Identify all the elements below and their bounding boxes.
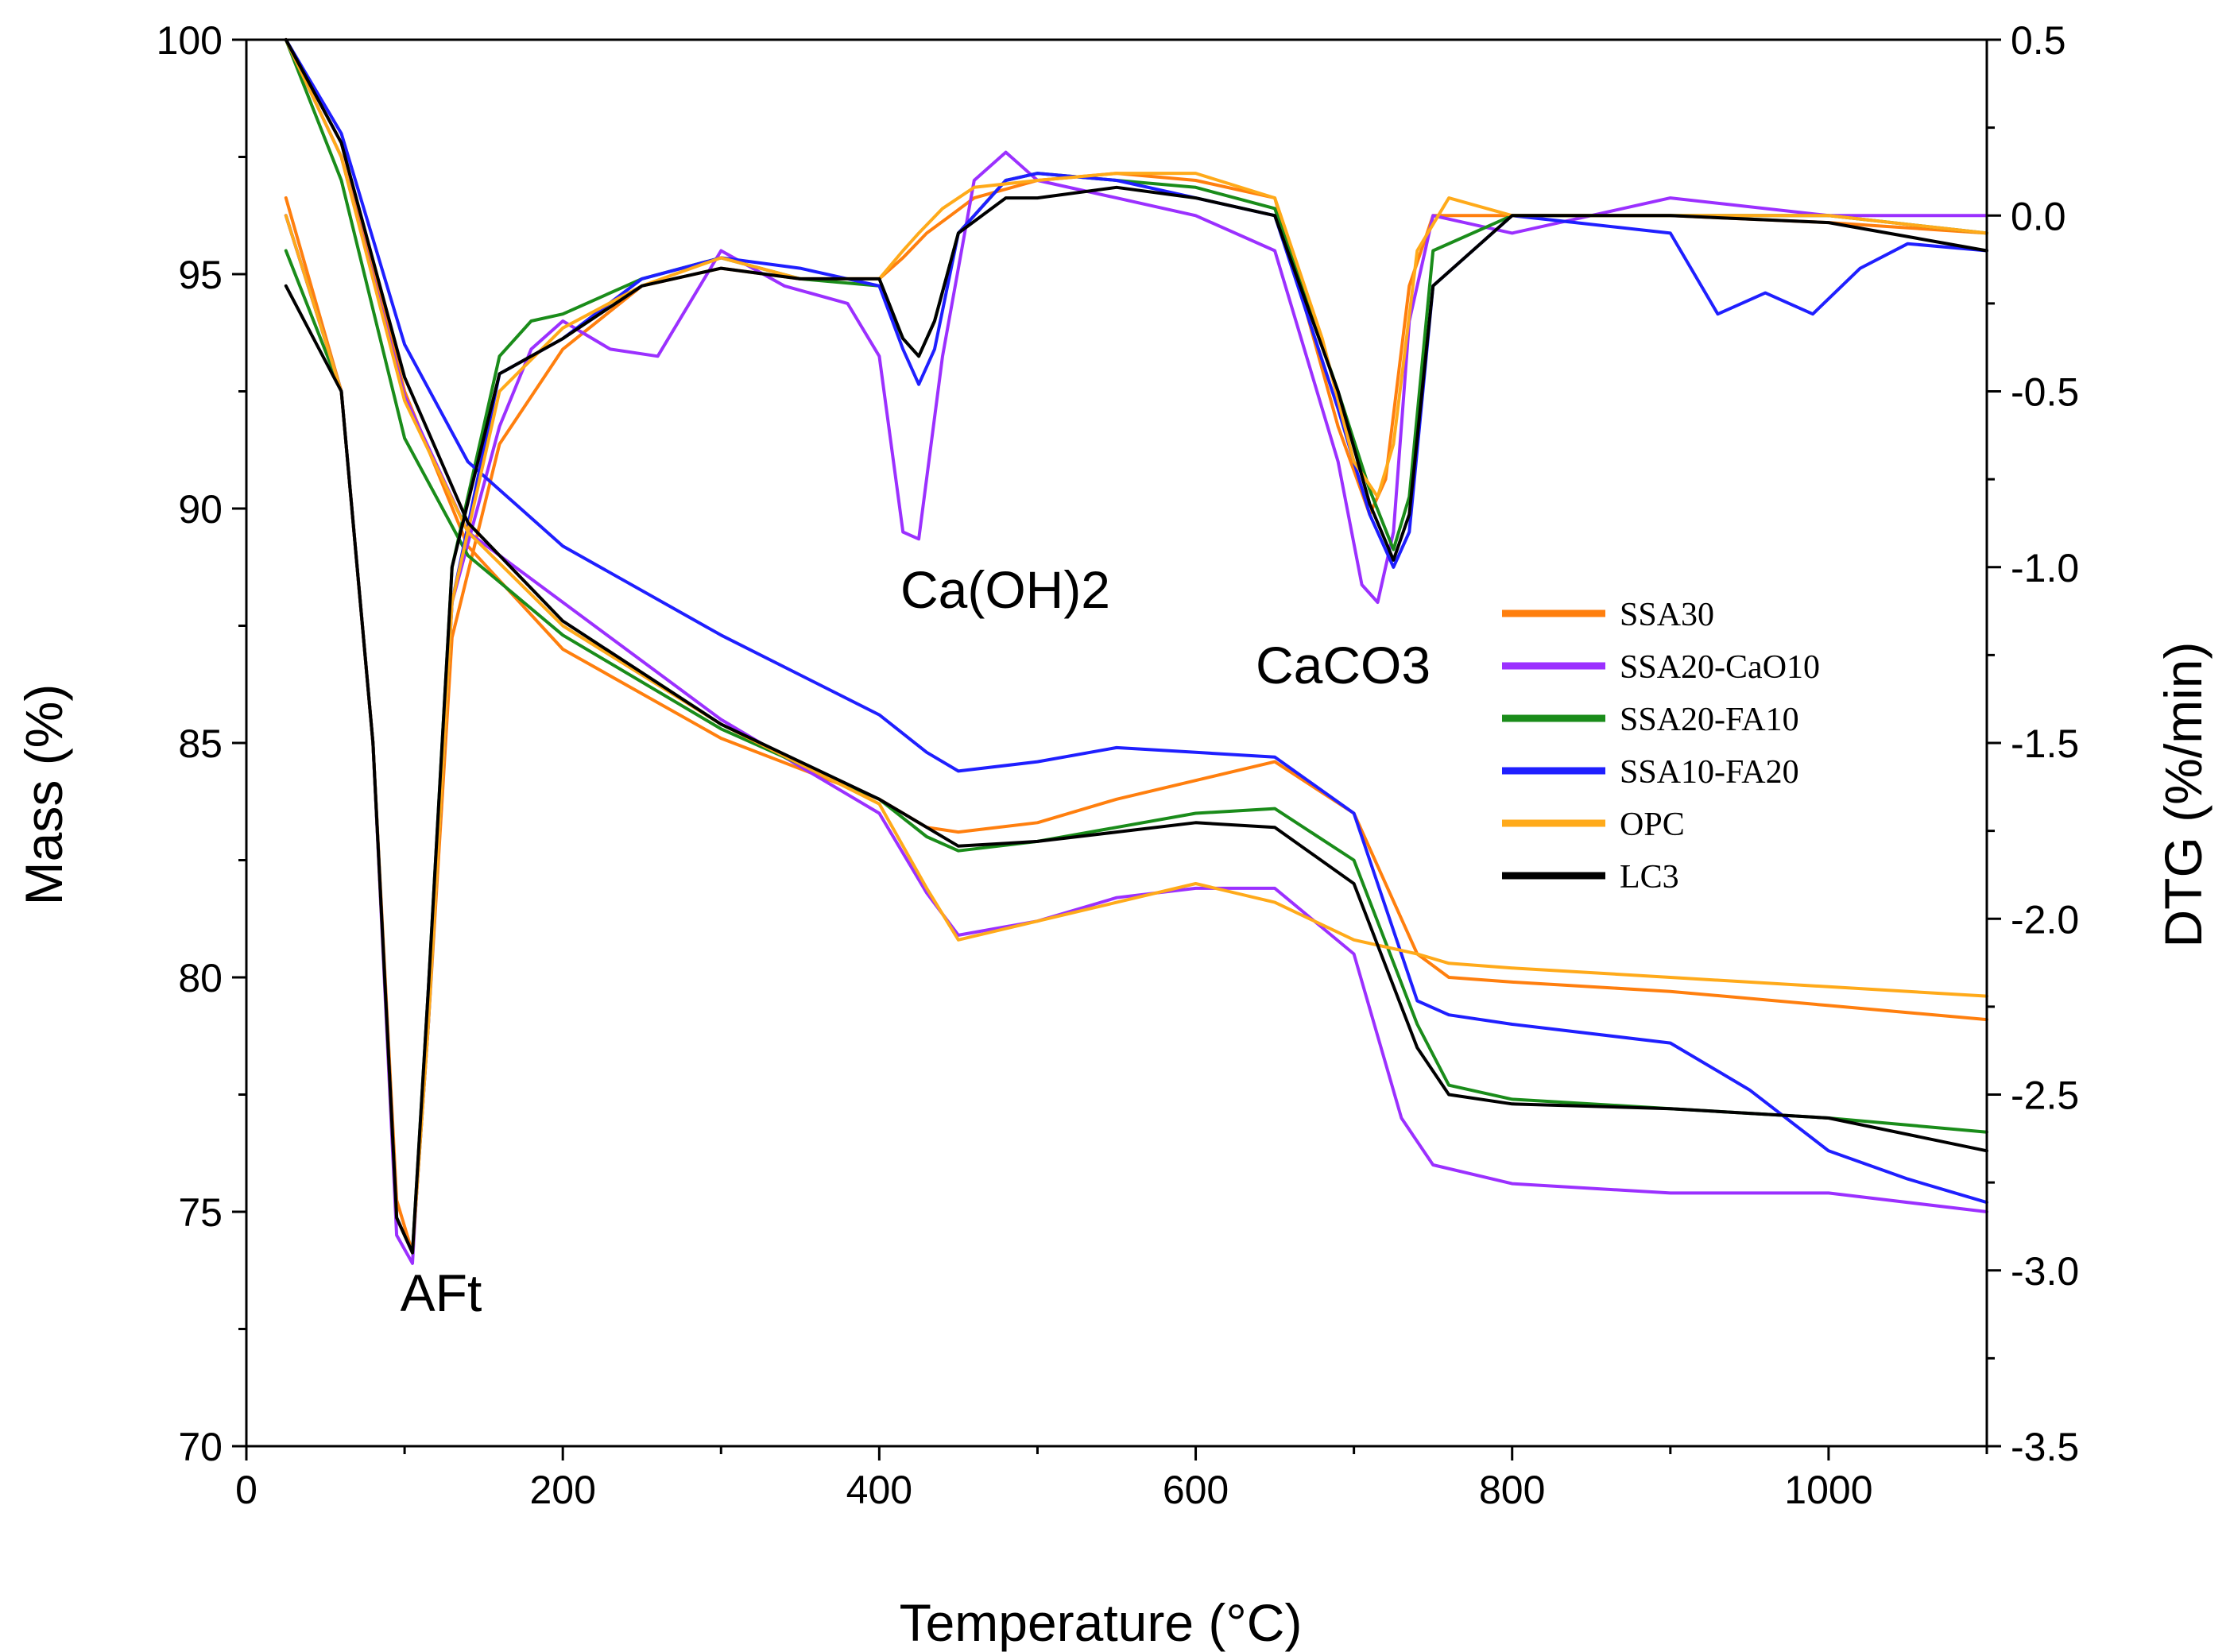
right-tick-label: -2.5 [2011, 1074, 2079, 1118]
series-mass-opc [284, 38, 1988, 998]
right-tick-label: -2.0 [2011, 897, 2079, 942]
x-axis-title: Temperature (°C) [900, 1593, 1303, 1652]
right-tick-label: -1.0 [2011, 546, 2079, 590]
series-dtg-lc3 [284, 185, 1988, 1255]
annotation-aft: AFt [401, 1263, 482, 1322]
series-mass-lc3 [284, 38, 1988, 1153]
y-axis-title-right: DTG (%/min) [2154, 642, 2213, 948]
right-tick-label: 0.0 [2011, 194, 2066, 238]
x-tick-label: 1000 [1784, 1468, 1872, 1512]
legend-label-ssa30: SSA30 [1620, 597, 1714, 633]
legend-label-lc3: LC3 [1620, 859, 1679, 896]
left-tick-label: 85 [178, 722, 223, 766]
left-tick-label: 75 [178, 1190, 223, 1235]
x-tick-label: 800 [1479, 1468, 1545, 1512]
annotation-caoh2: Ca(OH)2 [900, 560, 1110, 619]
x-tick-label: 600 [1163, 1468, 1229, 1512]
legend-label-ssa10-fa20: SSA10-FA20 [1620, 754, 1799, 791]
left-tick-label: 95 [178, 253, 223, 297]
series-mass-ssa30 [284, 38, 1988, 1022]
left-tick-label: 70 [178, 1425, 223, 1469]
right-tick-label: -0.5 [2011, 370, 2079, 415]
x-tick-label: 400 [846, 1468, 912, 1512]
legend-label-ssa20-fa10: SSA20-FA10 [1620, 702, 1799, 738]
series-dtg-opc [284, 172, 1988, 1255]
ticks-layer: 0 200 400 600 800 1000 70 75 80 85 90 95 100 -3.5 -3.0… [157, 18, 2080, 1512]
legend: SSA30 SSA20-CaO10 SSA20-FA10 SSA10-FA20 … [1502, 597, 1820, 896]
legend-label-ssa20-cao10: SSA20-CaO10 [1620, 649, 1820, 686]
x-tick-label: 0 [235, 1468, 257, 1512]
legend-label-opc: OPC [1620, 807, 1685, 843]
series-mass-ssa20-fa10 [284, 38, 1988, 1134]
left-tick-label: 80 [178, 956, 223, 1000]
annotation-caco3: CaCO3 [1256, 636, 1431, 694]
series-mass-ssa10-fa20 [284, 38, 1988, 1205]
right-tick-label: -3.5 [2011, 1425, 2079, 1469]
x-tick-label: 200 [529, 1468, 595, 1512]
right-tick-label: -1.5 [2011, 722, 2079, 766]
y-axis-title-left: Mass (%) [14, 684, 73, 906]
left-tick-label: 100 [157, 18, 223, 63]
series-layer [284, 38, 1988, 1265]
right-tick-label: -3.0 [2011, 1249, 2079, 1294]
series-mass-ssa20-cao10 [284, 38, 1988, 1213]
right-tick-label: 0.5 [2011, 18, 2066, 63]
left-tick-label: 90 [178, 487, 223, 532]
